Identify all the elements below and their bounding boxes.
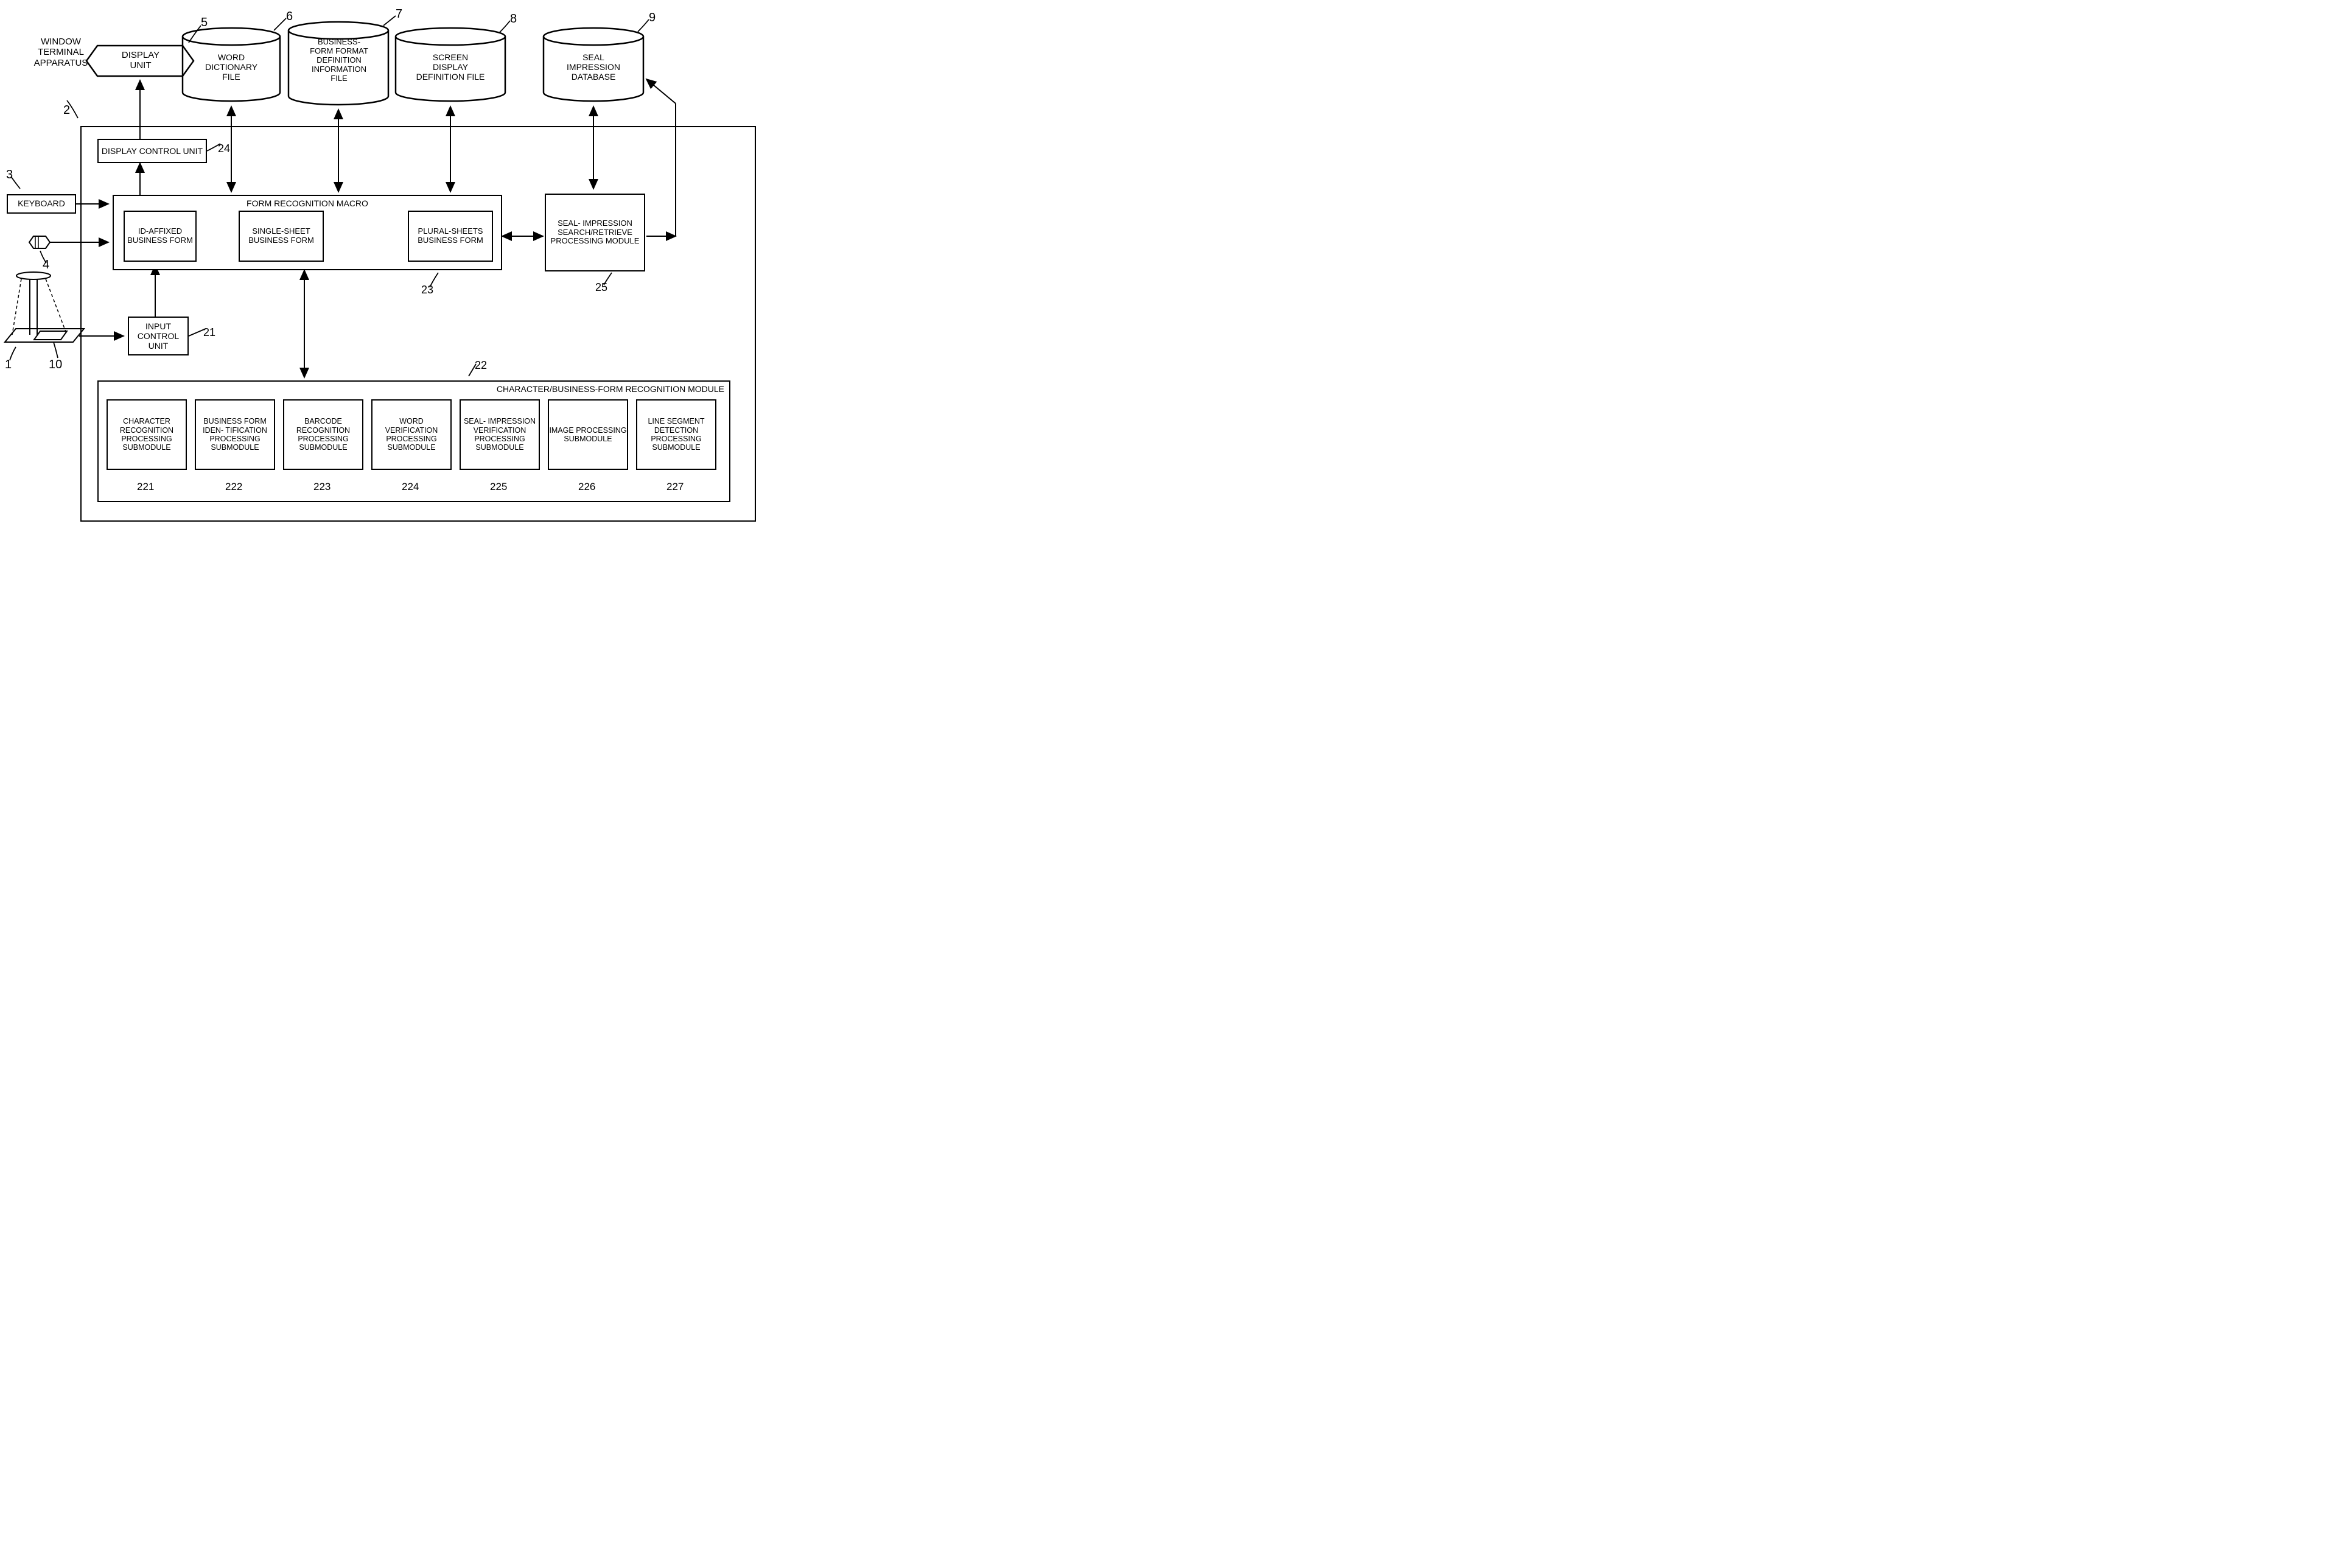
sub-222: BUSINESS FORM IDEN- TIFICATION PROCESSIN… (195, 399, 275, 470)
ref-25: 25 (595, 281, 607, 294)
sub-227-text: LINE SEGMENT DETECTION PROCESSING SUBMOD… (637, 417, 715, 452)
cyl-screen-def-text: SCREEN DISPLAY DEFINITION FILE (400, 52, 500, 82)
ref-222: 222 (225, 481, 242, 493)
ref-24: 24 (218, 142, 230, 155)
sub-225-text: SEAL- IMPRESSION VERIFICATION PROCESSING… (461, 417, 539, 452)
sub-226-text: IMAGE PROCESSING SUBMODULE (549, 426, 627, 444)
window-terminal-label: WINDOW TERMINAL APPARATUS (18, 37, 103, 68)
id-affixed-form: ID-AFFIXED BUSINESS FORM (124, 211, 197, 262)
ref-226: 226 (578, 481, 595, 493)
cyl-seal-db-text: SEAL IMPRESSION DATABASE (548, 52, 639, 82)
seal-search-text: SEAL- IMPRESSION SEARCH/RETRIEVE PROCESS… (546, 219, 644, 247)
ref-225: 225 (490, 481, 507, 493)
sub-223: BARCODE RECOGNITION PROCESSING SUBMODULE (283, 399, 363, 470)
keyboard-text: KEYBOARD (11, 198, 72, 208)
ref-22: 22 (475, 359, 487, 372)
cyl-word-dict-text: WORD DICTIONARY FILE (189, 52, 274, 82)
ref-227: 227 (666, 481, 684, 493)
ref-3: 3 (6, 168, 13, 182)
ref-8: 8 (510, 12, 517, 26)
ref-4: 4 (43, 258, 49, 272)
sub-224: WORD VERIFICATION PROCESSING SUBMODULE (371, 399, 452, 470)
display-control-unit-text: DISPLAY CONTROL UNIT (102, 146, 203, 156)
ref-2: 2 (63, 103, 70, 117)
ref-9: 9 (649, 11, 656, 25)
seal-search-module: SEAL- IMPRESSION SEARCH/RETRIEVE PROCESS… (545, 194, 645, 271)
sub-225: SEAL- IMPRESSION VERIFICATION PROCESSING… (460, 399, 540, 470)
sub-227: LINE SEGMENT DETECTION PROCESSING SUBMOD… (636, 399, 716, 470)
ref-10: 10 (49, 358, 62, 372)
display-unit-text: DISPLAY UNIT (107, 50, 174, 71)
plural-sheet-form: PLURAL-SHEETS BUSINESS FORM (408, 211, 493, 262)
ref-223: 223 (313, 481, 331, 493)
single-sheet-form: SINGLE-SHEET BUSINESS FORM (239, 211, 324, 262)
input-control-text: INPUT CONTROL UNIT (129, 321, 187, 351)
ref-224: 224 (402, 481, 419, 493)
sub-226: IMAGE PROCESSING SUBMODULE (548, 399, 628, 470)
ref-6: 6 (286, 10, 293, 24)
single-sheet-text: SINGLE-SHEET BUSINESS FORM (240, 227, 323, 245)
scanner-icon (5, 272, 84, 342)
arrows-cyl-macro (231, 107, 450, 192)
id-affixed-text: ID-AFFIXED BUSINESS FORM (125, 227, 195, 245)
form-macro-title: FORM RECOGNITION MACRO (247, 198, 368, 208)
ref-5: 5 (201, 16, 208, 30)
sub-221: CHARACTER RECOGNITION PROCESSING SUBMODU… (107, 399, 187, 470)
char-module-title: CHARACTER/BUSINESS-FORM RECOGNITION MODU… (497, 384, 724, 394)
mouse-icon (29, 236, 50, 248)
sub-222-text: BUSINESS FORM IDEN- TIFICATION PROCESSIN… (196, 417, 274, 452)
plural-sheet-text: PLURAL-SHEETS BUSINESS FORM (409, 227, 492, 245)
ref-21: 21 (203, 326, 215, 339)
sub-224-text: WORD VERIFICATION PROCESSING SUBMODULE (373, 417, 450, 452)
input-control-unit: INPUT CONTROL UNIT (128, 317, 189, 355)
cyl-form-def-text: BUSINESS- FORM FORMAT DEFINITION INFORMA… (291, 38, 387, 83)
sub-223-text: BARCODE RECOGNITION PROCESSING SUBMODULE (284, 417, 362, 452)
sub-221-text: CHARACTER RECOGNITION PROCESSING SUBMODU… (108, 417, 186, 452)
ref-1: 1 (5, 358, 12, 372)
display-control-unit: DISPLAY CONTROL UNIT (97, 139, 207, 163)
ref-7: 7 (396, 7, 402, 21)
ref-221: 221 (137, 481, 154, 493)
ref-23: 23 (421, 284, 433, 296)
